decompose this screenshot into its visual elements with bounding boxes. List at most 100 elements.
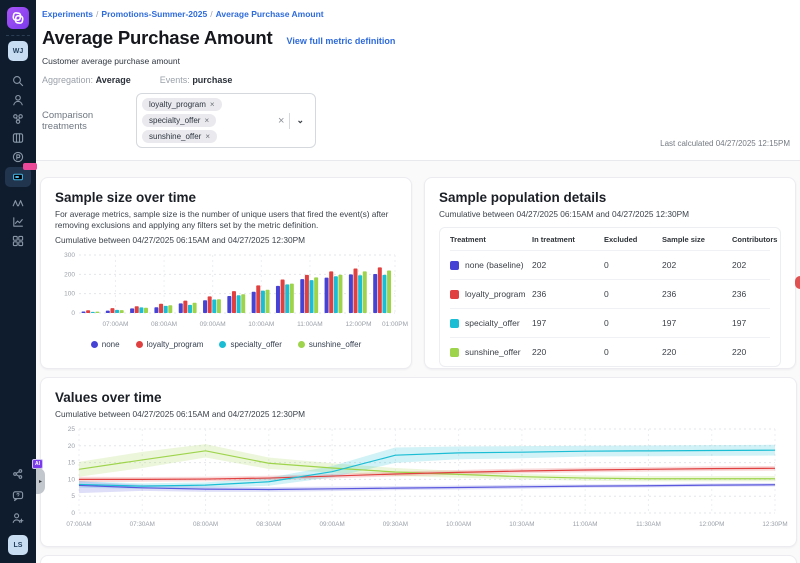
population-card: Sample population details Cumulative bet… [424,177,796,369]
legend-item[interactable]: none [90,340,120,349]
svg-text:12:00PM: 12:00PM [346,321,372,328]
user-avatar[interactable]: LS [8,535,28,555]
svg-text:07:00AM: 07:00AM [102,321,128,328]
svg-text:5: 5 [71,493,75,500]
dispersion-card: Metric dispersion Cumulative between 04/… [40,555,797,563]
table-cell: 202 [732,260,747,270]
autotune-icon[interactable] [0,193,36,212]
treatment-swatch [450,318,459,328]
metric-description: Customer average purchase amount [42,56,180,66]
svg-text:09:30AM: 09:30AM [383,521,408,528]
sample-size-card: Sample size over time For average metric… [40,177,412,369]
legend-dot [135,341,143,349]
sidebar-item-experiments-active[interactable] [5,163,37,187]
sidebar-expand-handle[interactable]: ▸ [36,468,45,494]
legend-item[interactable]: loyalty_program [135,340,203,349]
chip-remove-icon[interactable]: × [205,132,211,141]
chip-remove-icon[interactable]: × [204,116,210,125]
values-title: Values over time [55,390,162,405]
table-row: sunshine_offer 220 0 220 220 [450,337,770,366]
comparison-treatments-label: Comparison treatments [42,109,94,132]
svg-text:0: 0 [71,310,75,317]
treatment-swatch [450,347,459,357]
table-row: specialty_offer 197 0 197 197 [450,308,770,337]
treatment-chip[interactable]: specialty_offer × [142,114,217,127]
table-header: Treatment [450,235,486,244]
feature-gates-icon[interactable] [0,128,36,147]
table-cell: 236 [662,289,677,299]
table-cell: 202 [662,260,677,270]
help-icon[interactable] [0,485,36,507]
table-header: In treatment [532,235,575,244]
ai-assistant-icon[interactable]: AI [0,459,43,485]
sample-size-bar-chart: 0 100 200 300 07:00AM 08:00AM 09:00AM 10:00AM 11… [64,252,408,328]
svg-text:10: 10 [68,476,76,483]
sample-size-cumulative: Cumulative between 04/27/2025 06:15AM an… [55,235,306,246]
svg-text:12:30PM: 12:30PM [762,521,787,528]
svg-text:08:00AM: 08:00AM [193,521,218,528]
treatment-chip[interactable]: loyalty_program × [142,98,222,111]
search-icon[interactable] [0,71,36,90]
svg-text:300: 300 [64,252,75,259]
table-header: Sample size [662,235,705,244]
last-calculated: Last calculated 04/27/2025 12:15PM [660,139,790,148]
chevron-down-icon[interactable]: ⌄ [296,115,304,125]
breadcrumb-experiment-name[interactable]: Promotions-Summer-2025 [101,9,208,19]
pulse-icon[interactable] [0,147,36,166]
table-cell: 202 [532,260,547,270]
svg-text:01:00PM: 01:00PM [382,321,408,328]
svg-text:15: 15 [68,460,76,467]
segments-icon[interactable] [0,109,36,128]
view-metric-definition-link[interactable]: View full metric definition [286,36,396,46]
statsig-logo[interactable] [7,7,29,29]
table-cell: 0 [604,347,609,357]
handle-arrow-icon: ▸ [38,478,42,485]
legend-item[interactable]: sunshine_offer [297,340,361,349]
chip-remove-icon[interactable]: × [209,100,215,109]
treatment-chip[interactable]: sunshine_offer × [142,130,218,143]
metric-meta: Aggregation: Average Events: purchase [42,75,790,85]
treatment-select[interactable]: loyalty_program × specialty_offer × sunshine… [136,93,316,148]
metrics-icon[interactable] [0,212,36,231]
dashboards-icon[interactable] [0,231,36,250]
sample-size-title: Sample size over time [55,190,197,205]
table-header: Excluded [604,235,638,244]
values-card: Values over time Cumulative between 04/2… [40,377,797,547]
svg-text:10:00AM: 10:00AM [446,521,471,528]
values-cumulative: Cumulative between 04/27/2025 06:15AM an… [55,409,306,419]
svg-text:08:00AM: 08:00AM [151,321,177,328]
breadcrumb: Experiments / Promotions-Summer-2025/Avera… [42,9,324,19]
aggregation-label: Aggregation: [42,75,94,85]
svg-text:10:00AM: 10:00AM [248,321,274,328]
table-cell: 220 [732,347,747,357]
svg-text:11:30AM: 11:30AM [636,521,661,528]
svg-text:07:30AM: 07:30AM [130,521,155,528]
profile-icon[interactable] [0,90,36,109]
sample-size-description: For average metrics, sample size is the … [55,209,389,231]
table-cell: 197 [532,318,547,328]
treatment-chips: loyalty_program × specialty_offer × sunshine… [142,98,271,143]
table-row: none (baseline) 202 0 202 202 [450,250,770,279]
new-badge [23,163,37,170]
treatment-swatch [450,260,459,270]
breadcrumb-metric-name[interactable]: Average Purchase Amount [215,9,324,19]
breadcrumb-experiments[interactable]: Experiments [42,9,94,19]
svg-text:08:30AM: 08:30AM [256,521,281,528]
table-cell: 236 [532,289,547,299]
clear-selection-icon[interactable]: × [278,114,285,127]
legend-item[interactable]: specialty_offer [219,340,282,349]
aggregation-value: Average [95,75,131,85]
table-cell: 236 [732,289,747,299]
notification-dot[interactable] [795,276,800,289]
svg-text:09:00AM: 09:00AM [200,321,226,328]
svg-text:0: 0 [71,510,75,517]
svg-text:25: 25 [68,426,76,433]
invite-icon[interactable] [0,507,36,529]
legend-dot [297,341,305,349]
events-label: Events: [159,75,190,85]
bar-chart-legend: none loyalty_program specialty_offer sunshi… [55,340,397,349]
table-row: loyalty_program 236 0 236 236 [450,279,770,308]
page-header: Experiments / Promotions-Summer-2025/Avera… [36,0,800,161]
workspace-avatar[interactable]: WJ [8,41,28,61]
population-title: Sample population details [439,190,607,205]
